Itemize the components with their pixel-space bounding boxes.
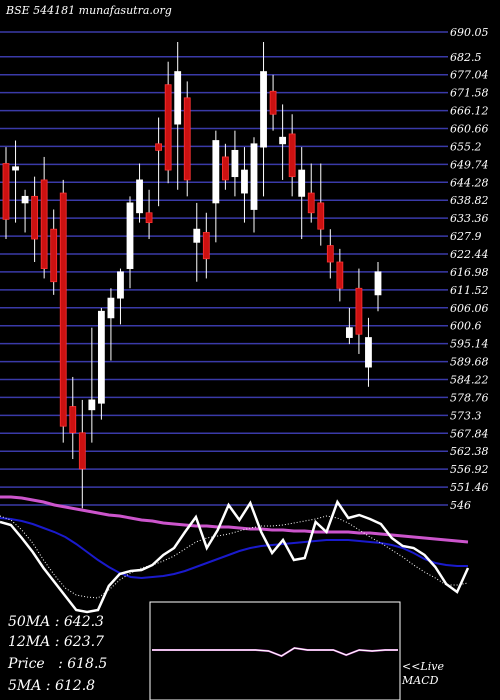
y-tick-label-10: 633.36 [450, 212, 489, 225]
candle-body-35 [336, 261, 344, 289]
ma-line-white [0, 499, 470, 614]
y-tick-label-13: 616.98 [450, 266, 489, 279]
stat-price: Price : 618.5 [8, 656, 108, 672]
candle-body-23 [221, 156, 229, 181]
candle-body-2 [21, 195, 29, 204]
stat-ma12: 12MA : 623.7 [8, 634, 104, 650]
y-tick-label-19: 584.22 [450, 374, 489, 387]
candle-body-28 [269, 90, 277, 115]
candle-body-17 [164, 84, 172, 171]
candle-body-16 [155, 143, 163, 151]
candle-body-12 [117, 271, 124, 299]
candle-body-36 [345, 327, 353, 338]
candle-body-19 [183, 97, 191, 181]
y-tick-label-18: 589.68 [450, 356, 489, 369]
y-tick-label-16: 600.6 [450, 320, 482, 333]
macd-label-macd: MACD [402, 674, 439, 687]
y-tick-label-4: 666.12 [450, 105, 489, 118]
y-tick-label-22: 567.84 [450, 427, 489, 440]
y-tick-label-5: 660.66 [450, 123, 489, 136]
candle-body-7 [69, 406, 77, 434]
candle-body-33 [317, 202, 325, 230]
candle-body-25 [241, 169, 248, 194]
candle-body-9 [88, 399, 96, 411]
y-tick-label-8: 644.28 [450, 176, 489, 189]
candle-body-18 [174, 71, 182, 125]
candle-body-22 [212, 140, 220, 204]
y-tick-label-12: 622.44 [450, 248, 489, 261]
stat-ma5: 5MA : 612.8 [8, 678, 96, 694]
candle-body-29 [279, 136, 287, 145]
macd-line [152, 647, 398, 657]
ma-line-pink [0, 495, 469, 544]
candle-body-37 [355, 287, 363, 335]
candle-body-13 [126, 202, 134, 269]
macd-label-live: <<Live [402, 660, 444, 673]
y-tick-label-26: 546 [450, 499, 471, 512]
candle-body-3 [31, 195, 39, 240]
chart-header: BSE 544181 munafasutra.org [6, 4, 172, 17]
candle-body-10 [97, 310, 105, 404]
y-tick-label-14: 611.52 [450, 284, 489, 297]
candle-body-1 [12, 166, 19, 171]
candle-body-14 [136, 179, 143, 214]
y-tick-label-23: 562.38 [450, 445, 489, 458]
y-tick-label-0: 690.05 [450, 26, 489, 39]
y-tick-label-17: 595.14 [450, 338, 489, 351]
candle-body-39 [374, 271, 382, 296]
y-tick-label-21: 573.3 [450, 409, 482, 422]
candle-body-26 [250, 143, 258, 210]
candle-body-21 [202, 232, 210, 260]
candle-body-6 [59, 192, 67, 427]
candle-body-30 [288, 133, 296, 178]
candle-body-8 [78, 432, 86, 470]
y-tick-label-24: 556.92 [450, 463, 489, 476]
y-tick-label-2: 677.04 [450, 69, 489, 82]
y-tick-label-6: 655.2 [450, 140, 482, 153]
candle-body-11 [107, 297, 115, 319]
candle-body-0 [2, 163, 10, 220]
y-tick-label-25: 551.46 [450, 481, 489, 494]
candle-body-24 [231, 149, 239, 178]
candle-body-15 [145, 212, 153, 224]
ma-line-dotted [0, 515, 469, 599]
candle-body-5 [50, 228, 58, 283]
y-tick-label-7: 649.74 [450, 158, 489, 171]
candle-body-32 [307, 192, 315, 214]
candle-body-20 [193, 228, 201, 243]
y-tick-label-11: 627.9 [450, 230, 482, 243]
candle-body-34 [326, 245, 334, 263]
y-tick-label-15: 606.06 [450, 302, 489, 315]
candle-body-38 [365, 337, 372, 368]
candle-body-4 [40, 179, 48, 269]
candle-body-27 [260, 71, 267, 148]
candle-body-31 [298, 169, 306, 197]
stat-ma50: 50MA : 642.3 [8, 614, 104, 630]
ma-line-blue [0, 517, 468, 580]
y-tick-label-20: 578.76 [450, 391, 489, 404]
y-tick-label-1: 682.5 [450, 51, 482, 64]
y-tick-label-9: 638.82 [450, 194, 489, 207]
y-tick-label-3: 671.58 [450, 87, 489, 100]
